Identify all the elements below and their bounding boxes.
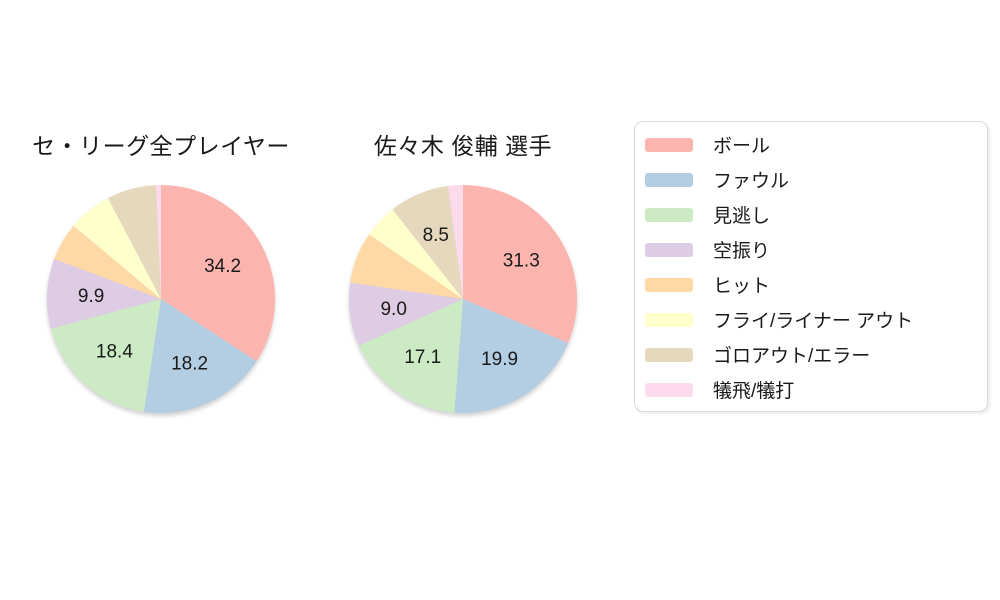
- pie-slice-ball: [161, 185, 276, 362]
- legend-rows: ボールファウル見逃し空振りヒットフライ/ライナー アウト ゴロアウト/エラー 犠飛/…: [635, 127, 987, 407]
- pie-value-label: 18.4: [96, 342, 133, 363]
- pie-chart-player: 31.3 19.9 17.1 9.0 8.5: [348, 185, 577, 414]
- pie-slice-fly-liner-out: [369, 209, 463, 299]
- pie-slice-ball: [463, 185, 577, 343]
- pie-slice-groundout-error: [107, 185, 161, 299]
- pie-value-label: 17.1: [404, 347, 441, 368]
- legend-swatch-foul: [645, 172, 693, 187]
- chart-title-league: セ・リーグ全プレイヤー: [32, 133, 290, 159]
- legend-label: ゴロアウト/エラー: [713, 346, 871, 367]
- legend-item-sacrifice: 犠飛/犠打: [635, 372, 987, 407]
- legend-item-swinging-strike: 空振り: [635, 232, 987, 267]
- pie-slice-swinging-strike: [348, 282, 463, 346]
- pie-slice-foul: [143, 299, 257, 414]
- legend-item-fly-liner-out: フライ/ライナー アウト: [635, 302, 987, 337]
- pie-chart-league: 34.2 18.2 18.4 9.9: [47, 185, 276, 414]
- pie-value-label: 9.0: [380, 299, 406, 320]
- pie-value-label: 34.2: [204, 256, 241, 277]
- legend-label: 空振り: [713, 241, 771, 262]
- pie-slice-called-strike: [50, 299, 162, 412]
- pie-slice-swinging-strike: [47, 259, 162, 329]
- legend-item-hit: ヒット: [635, 267, 987, 302]
- legend-swatch-fly-liner-out: [645, 312, 693, 327]
- legend-label: フライ/ライナー アウト: [713, 311, 914, 332]
- pie-slice-groundout-error: [392, 185, 463, 299]
- legend-label: ヒット: [713, 276, 771, 297]
- legend-swatch-swinging-strike: [645, 242, 693, 257]
- pie-value-label: 9.9: [78, 286, 104, 307]
- pie-value-label: 19.9: [481, 349, 518, 370]
- legend-swatch-called-strike: [645, 207, 693, 222]
- legend-swatch-hit: [645, 277, 693, 292]
- pie-slice-sacrifice: [155, 185, 161, 299]
- pie-slice-hit: [54, 225, 162, 299]
- pie-slice-foul: [454, 299, 569, 414]
- legend-swatch-ball: [645, 137, 693, 152]
- legend-item-groundout-error: ゴロアウト/エラー: [635, 337, 987, 372]
- legend-label: 見逃し: [713, 206, 771, 227]
- legend-item-foul: ファウル: [635, 162, 987, 197]
- pie-slice-sacrifice: [448, 185, 463, 299]
- legend-label: ファウル: [713, 171, 790, 192]
- chart-title-player: 佐々木 俊輔 選手: [373, 133, 553, 159]
- legend: ボールファウル見逃し空振りヒットフライ/ライナー アウト ゴロアウト/エラー 犠飛/…: [634, 121, 988, 412]
- legend-label: ボール: [713, 136, 771, 157]
- pie-value-label: 8.5: [423, 225, 449, 246]
- pie-slice-fly-liner-out: [73, 198, 161, 299]
- legend-swatch-groundout-error: [645, 347, 693, 362]
- pie-slice-called-strike: [358, 299, 463, 413]
- pie-value-label: 18.2: [171, 353, 208, 374]
- pie-value-label: 31.3: [503, 251, 540, 272]
- legend-swatch-sacrifice: [645, 382, 693, 397]
- legend-label: 犠飛/犠打: [713, 381, 795, 402]
- legend-item-ball: ボール: [635, 127, 987, 162]
- pie-slice-hit: [350, 234, 463, 299]
- legend-item-called-strike: 見逃し: [635, 197, 987, 232]
